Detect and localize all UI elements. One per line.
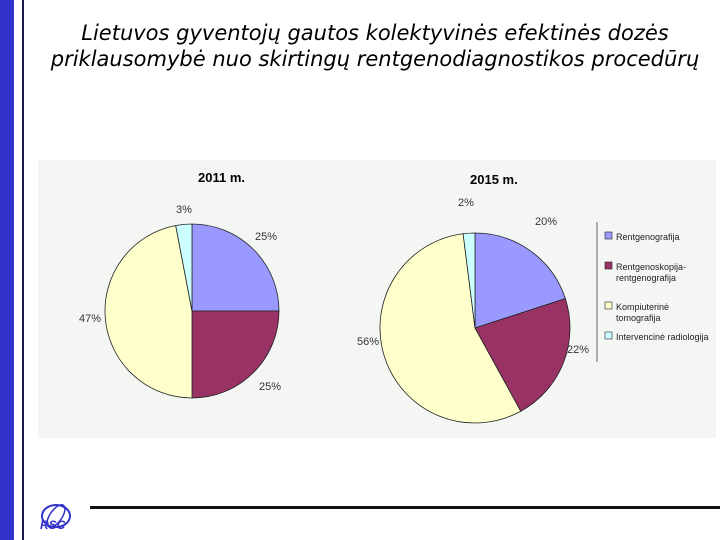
chart-area: 2011 m. 25% 25% 47% 3% 2015 m. 20% 22% 56% 2% Rent… [38, 160, 716, 438]
legend-swatch [604, 301, 613, 310]
slice-label: 25% [259, 381, 281, 393]
pie-charts: 2011 m. 25% 25% 47% 3% 2015 m. 20% 22% 56% 2% Rent… [79, 170, 709, 424]
pie-slice [474, 232, 566, 329]
pie-slice [462, 232, 476, 329]
pie-title: 2011 m. [198, 170, 245, 185]
slice-label: 20% [535, 216, 557, 228]
pie-chart-1: 2011 m. 25% 25% 47% 3% [79, 170, 281, 399]
slice-label: 3% [176, 204, 192, 216]
legend-label: rentgenografija [616, 273, 676, 283]
logo-text: RSC [40, 518, 66, 532]
slice-label: 47% [79, 313, 101, 325]
footer-divider [90, 506, 720, 509]
legend-swatch [604, 331, 613, 340]
pie-slice [191, 223, 280, 312]
pie-slice [474, 298, 571, 412]
pie-slice [104, 225, 193, 399]
legend: Rentgenografija Rentgenoskopija-rentgenog… [596, 222, 709, 362]
pie-slice [379, 233, 522, 424]
slice-label: 22% [567, 344, 589, 356]
slide-title: Lietuvos gyventojų gautos kolektyvinės e… [50, 21, 700, 71]
slice-label: 2% [458, 197, 474, 209]
legend-label: Rentgenoskopija- [616, 262, 686, 272]
accent-line [22, 0, 24, 540]
legend-label: tomografija [616, 313, 661, 323]
pie-slice [175, 223, 193, 312]
slice-label: 56% [357, 336, 379, 348]
pie-chart-2: 2015 m.20%22%56%2%RentgenografijaRentgen… [357, 172, 709, 424]
legend-label: Kompiuterinė [616, 302, 669, 312]
legend-swatch [604, 261, 613, 270]
legend-label: Intervencinė radiologija [616, 332, 709, 342]
pie-slice [191, 310, 280, 399]
slice-label: 25% [255, 231, 277, 243]
legend-swatch [604, 231, 613, 240]
pie-title: 2015 m. [470, 172, 518, 187]
rsc-logo-icon: RSC [40, 504, 71, 532]
legend-label: Rentgenografija [616, 232, 680, 242]
accent-bar [0, 0, 14, 540]
logo: RSC [36, 498, 84, 539]
